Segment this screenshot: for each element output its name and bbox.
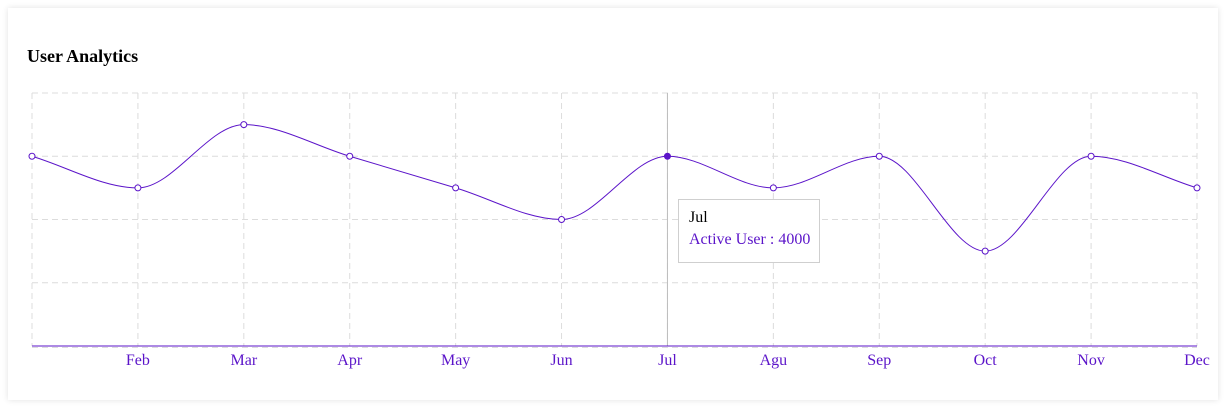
x-tick-label: Mar bbox=[230, 352, 257, 369]
series-line bbox=[31, 124, 1198, 252]
data-point[interactable] bbox=[981, 247, 989, 255]
chart-card: User Analytics bbox=[8, 8, 1218, 400]
tooltip-value-row: Active User : 4000 bbox=[689, 231, 810, 249]
data-point[interactable] bbox=[346, 152, 354, 160]
x-tick-label: Feb bbox=[126, 352, 150, 369]
data-point[interactable] bbox=[875, 152, 883, 160]
x-tick-labels: Feb Mar Apr May Jun Jul Agu Sep Oct Nov Dec bbox=[126, 352, 1210, 369]
chart-title: User Analytics bbox=[27, 46, 139, 66]
chart-tooltip: Jul Active User : 4000 bbox=[678, 199, 820, 263]
data-point[interactable] bbox=[240, 121, 248, 129]
x-tick-label: Dec bbox=[1184, 352, 1210, 369]
data-point[interactable] bbox=[452, 184, 460, 192]
data-point[interactable] bbox=[558, 216, 566, 223]
tooltip-separator: : bbox=[765, 231, 779, 248]
series-active-user bbox=[31, 124, 1198, 252]
data-point-active[interactable] bbox=[663, 152, 671, 160]
x-tick-label: Agu bbox=[760, 352, 788, 369]
tooltip-value: 4000 bbox=[778, 231, 811, 248]
tooltip-title: Jul bbox=[689, 209, 708, 226]
series-points bbox=[28, 121, 1201, 255]
x-axis bbox=[32, 345, 1197, 348]
data-point[interactable] bbox=[28, 152, 36, 160]
data-point[interactable] bbox=[769, 184, 777, 192]
x-tick-label: Apr bbox=[337, 352, 363, 369]
chart-grid bbox=[31, 92, 1198, 346]
data-point[interactable] bbox=[1087, 152, 1095, 160]
x-tick-label: Oct bbox=[974, 352, 998, 369]
x-tick-label: Jun bbox=[550, 352, 572, 369]
data-point[interactable] bbox=[134, 184, 142, 192]
x-tick-label: May bbox=[441, 352, 470, 369]
data-point[interactable] bbox=[1193, 184, 1201, 192]
x-tick-label: Jul bbox=[658, 352, 677, 369]
tooltip-series-name: Active User bbox=[689, 231, 766, 248]
x-tick-label: Nov bbox=[1077, 352, 1105, 369]
x-tick-label: Sep bbox=[867, 352, 891, 369]
